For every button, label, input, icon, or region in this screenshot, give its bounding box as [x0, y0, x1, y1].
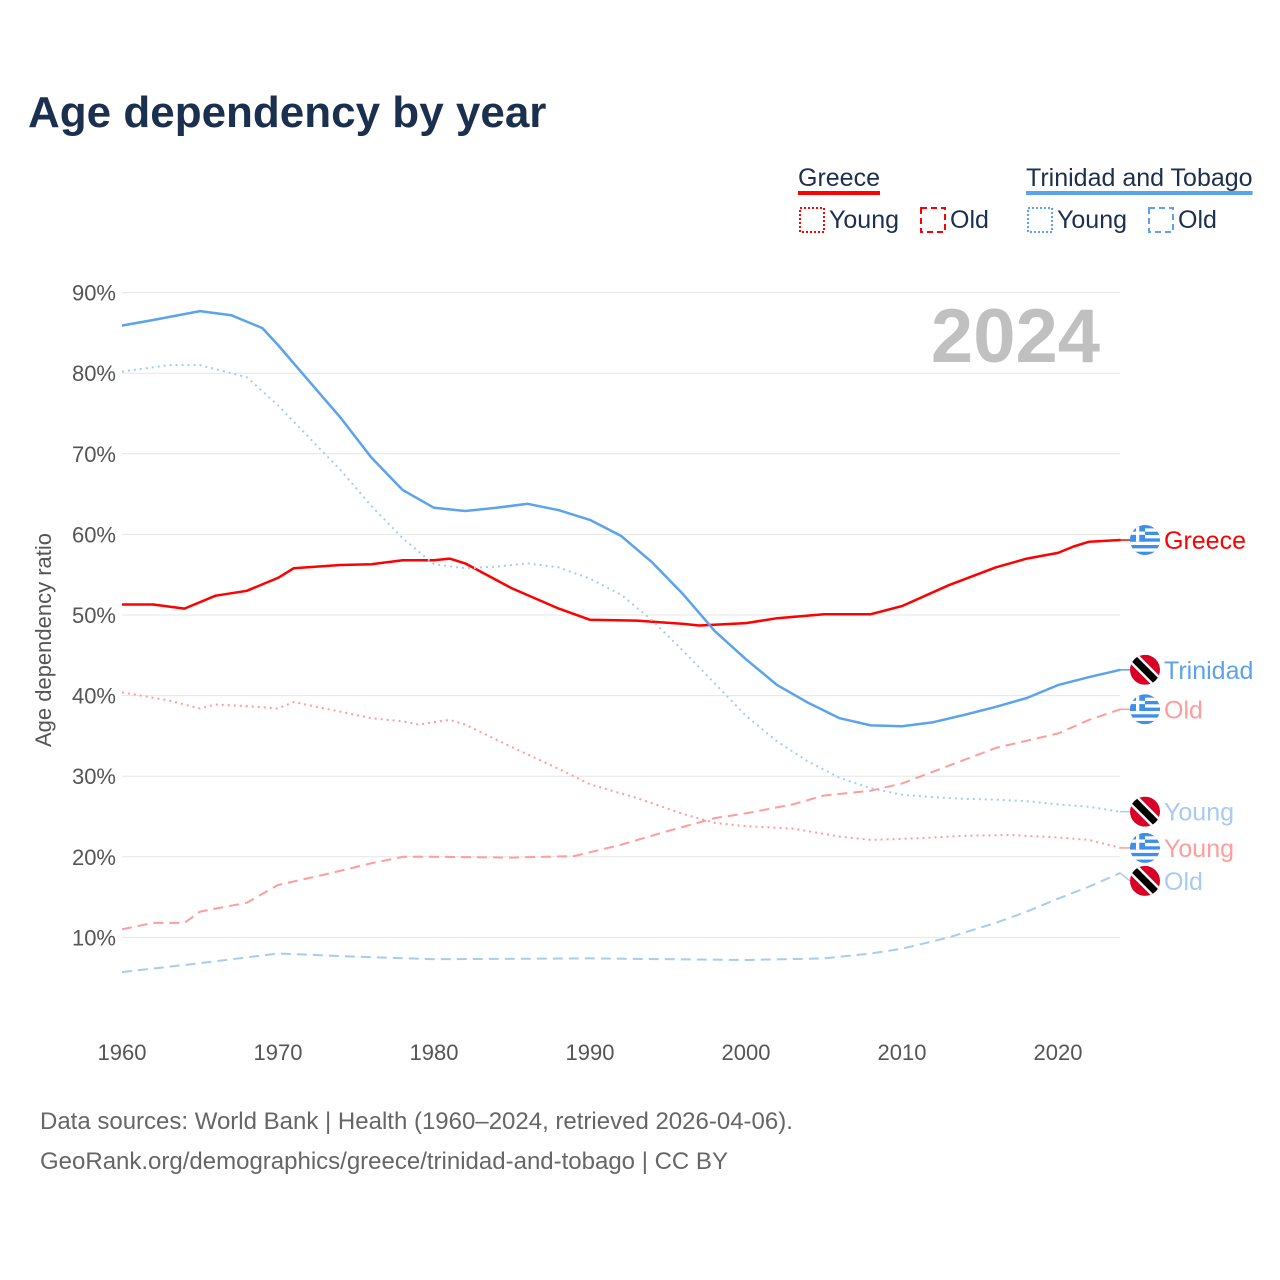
series-line-trinidad-and-tobago-young — [121, 364, 1121, 813]
series-line-trinidad-and-tobago-old — [121, 871, 1121, 974]
legend-swatch-young — [1027, 207, 1053, 233]
flag-cross — [1136, 832, 1140, 850]
flag-stripe — [1130, 548, 1160, 552]
series-line-greece — [122, 538, 1121, 627]
x-tick-label: 2000 — [722, 1040, 771, 1065]
x-tick-label: 1990 — [566, 1040, 615, 1065]
y-axis-label: Age dependency ratio — [31, 533, 56, 747]
flag-stripe — [1130, 856, 1160, 860]
y-tick-label: 60% — [72, 522, 116, 547]
series-line-trinidad-and-tobago — [121, 309, 1121, 728]
legend-item-old[interactable]: Old — [1178, 206, 1217, 234]
trinidad-flag-icon — [1130, 654, 1160, 685]
x-tick-label: 2010 — [878, 1040, 927, 1065]
series-line-greece-young — [121, 691, 1121, 849]
footer-link[interactable]: GeoRank.org/demographics/greece/trinidad… — [40, 1148, 728, 1175]
legend-group-title[interactable]: Trinidad and Tobago — [1026, 164, 1253, 192]
end-labels: Greece Trinidad Old Young Young Old — [1119, 525, 1253, 896]
end-label: Old — [1164, 868, 1203, 896]
legend-item-young[interactable]: Young — [1057, 206, 1127, 234]
legend-group-underline — [798, 191, 880, 195]
grid: 10% 20% 30% 40% 50% 60% 70% 80% 90% 1960 1970 1980 1… — [72, 281, 1120, 1065]
x-tick-label: 1980 — [410, 1040, 459, 1065]
greece-flag-icon — [1130, 694, 1160, 725]
greece-flag-icon — [1130, 525, 1160, 556]
legend-swatch-old — [920, 207, 946, 233]
footer-sources: Data sources: World Bank | Health (1960–… — [40, 1108, 793, 1135]
y-tick-label: 80% — [72, 361, 116, 386]
y-tick-label: 70% — [72, 442, 116, 467]
flag-cross — [1136, 694, 1140, 711]
trinidad-flag-icon — [1130, 796, 1160, 827]
legend-group-underline — [1026, 191, 1253, 195]
y-tick-label: 90% — [72, 281, 116, 306]
end-label: Young — [1164, 835, 1234, 863]
y-tick-label: 40% — [72, 684, 116, 709]
year-watermark: 2024 — [931, 294, 1100, 379]
end-label: Greece — [1164, 527, 1246, 555]
y-tick-label: 50% — [72, 603, 116, 628]
x-tick-label: 1970 — [254, 1040, 303, 1065]
x-tick-label: 2020 — [1034, 1040, 1083, 1065]
chart-title: Age dependency by year — [28, 88, 547, 137]
flag-cross — [1136, 525, 1140, 542]
end-label: Old — [1164, 696, 1203, 724]
end-label: Young — [1164, 799, 1234, 827]
legend-swatch-young — [799, 207, 825, 233]
y-tick-label: 10% — [72, 925, 116, 950]
flag-stripe — [1130, 541, 1160, 546]
legend-item-young[interactable]: Young — [829, 206, 899, 234]
label-connector — [1119, 872, 1131, 882]
flag-stripe — [1130, 849, 1160, 853]
legend-swatch-old — [1148, 207, 1174, 233]
legend-group-title[interactable]: Greece — [798, 164, 880, 192]
trinidad-flag-icon — [1130, 865, 1160, 896]
flag-stripe — [1130, 717, 1160, 721]
legend-item-old[interactable]: Old — [950, 206, 989, 234]
greece-flag-icon — [1130, 832, 1160, 863]
series-line-greece-old — [121, 708, 1121, 931]
y-tick-label: 20% — [72, 845, 116, 870]
series-lines — [121, 309, 1121, 974]
flag-stripe — [1130, 710, 1160, 715]
end-label: Trinidad — [1164, 657, 1253, 685]
y-tick-label: 30% — [72, 764, 116, 789]
x-tick-label: 1960 — [98, 1040, 147, 1065]
legend[interactable]: Greece Young Old Trinidad and Tobago Young Ol… — [798, 164, 1253, 234]
